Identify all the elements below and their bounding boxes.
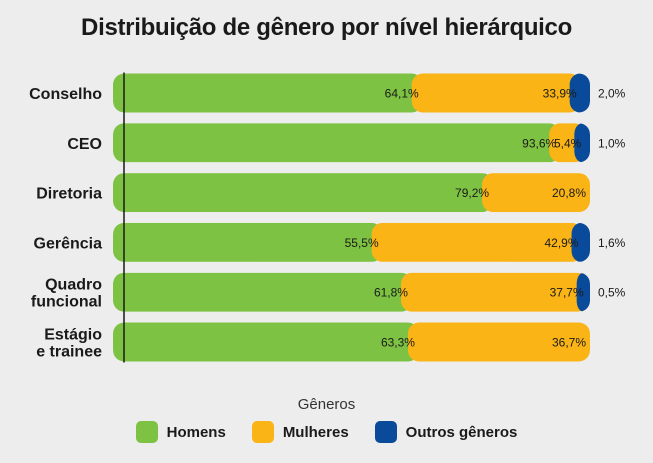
bar-group [113,322,590,362]
data-label: 33,9% [543,87,577,101]
data-label: 79,2% [455,186,489,200]
chart-title: Distribuição de gênero por nível hierárq… [81,14,572,41]
legend-label: Mulheres [282,423,349,441]
bar-segment-mulheres [411,73,581,113]
category-label: funcional [31,294,102,311]
category-label: Gerência [34,235,103,252]
data-label: 1,6% [598,236,626,250]
bar-segment-homens [113,123,561,163]
category-label: Diretoria [36,186,102,203]
data-label: 93,6% [522,136,556,150]
data-label: 37,7% [550,286,584,300]
bar-segment-outros-gêneros [574,123,590,163]
data-label: 64,1% [385,87,419,101]
bar-segment-mulheres [482,173,590,213]
data-label: 42,9% [545,236,579,250]
legend-item: Mulheres [251,421,349,443]
bar-segment-mulheres [400,272,588,312]
legend: Homens Mulheres Outros gêneros [0,421,653,443]
bar-segment-mulheres [371,222,583,262]
bar-segment-mulheres [407,322,590,362]
data-label: 55,5% [345,236,379,250]
legend-item: Homens [135,421,226,443]
category-label: CEO [67,136,102,153]
bar-group [113,222,590,262]
data-label: 5,4% [554,136,582,150]
bar-segment-homens [113,322,419,362]
bar-segment-homens [113,222,383,262]
data-label: 0,5% [598,286,626,300]
legend-title: Gêneros [297,396,356,413]
bar-segment-outros-gêneros [576,272,590,312]
legend-item: Outros gêneros [374,421,518,443]
data-label: 2,0% [598,87,626,101]
legend-swatch [374,421,397,443]
category-label: Quadro [45,277,102,294]
data-label: 61,8% [374,286,408,300]
category-label: Estágio [44,327,102,344]
bar-segment-outros-gêneros [569,73,590,113]
legend-label: Homens [166,423,226,441]
bar-group [113,123,590,163]
legend-swatch [135,421,158,443]
category-label: e trainee [36,344,102,361]
legend-label: Outros gêneros [405,423,518,441]
bar-group [113,73,590,113]
bar-segment-homens [113,173,494,213]
bar-segment-homens [113,73,423,113]
data-label: 63,3% [381,336,415,350]
category-label: Conselho [29,86,102,103]
data-label: 20,8% [552,186,586,200]
legend-swatch [251,421,274,443]
bar-segment-outros-gêneros [571,222,590,262]
data-label: 36,7% [552,336,586,350]
bar-group [113,173,590,213]
bar-segment-homens [113,272,412,312]
data-label: 1,0% [598,136,626,150]
bar-group [113,272,590,312]
